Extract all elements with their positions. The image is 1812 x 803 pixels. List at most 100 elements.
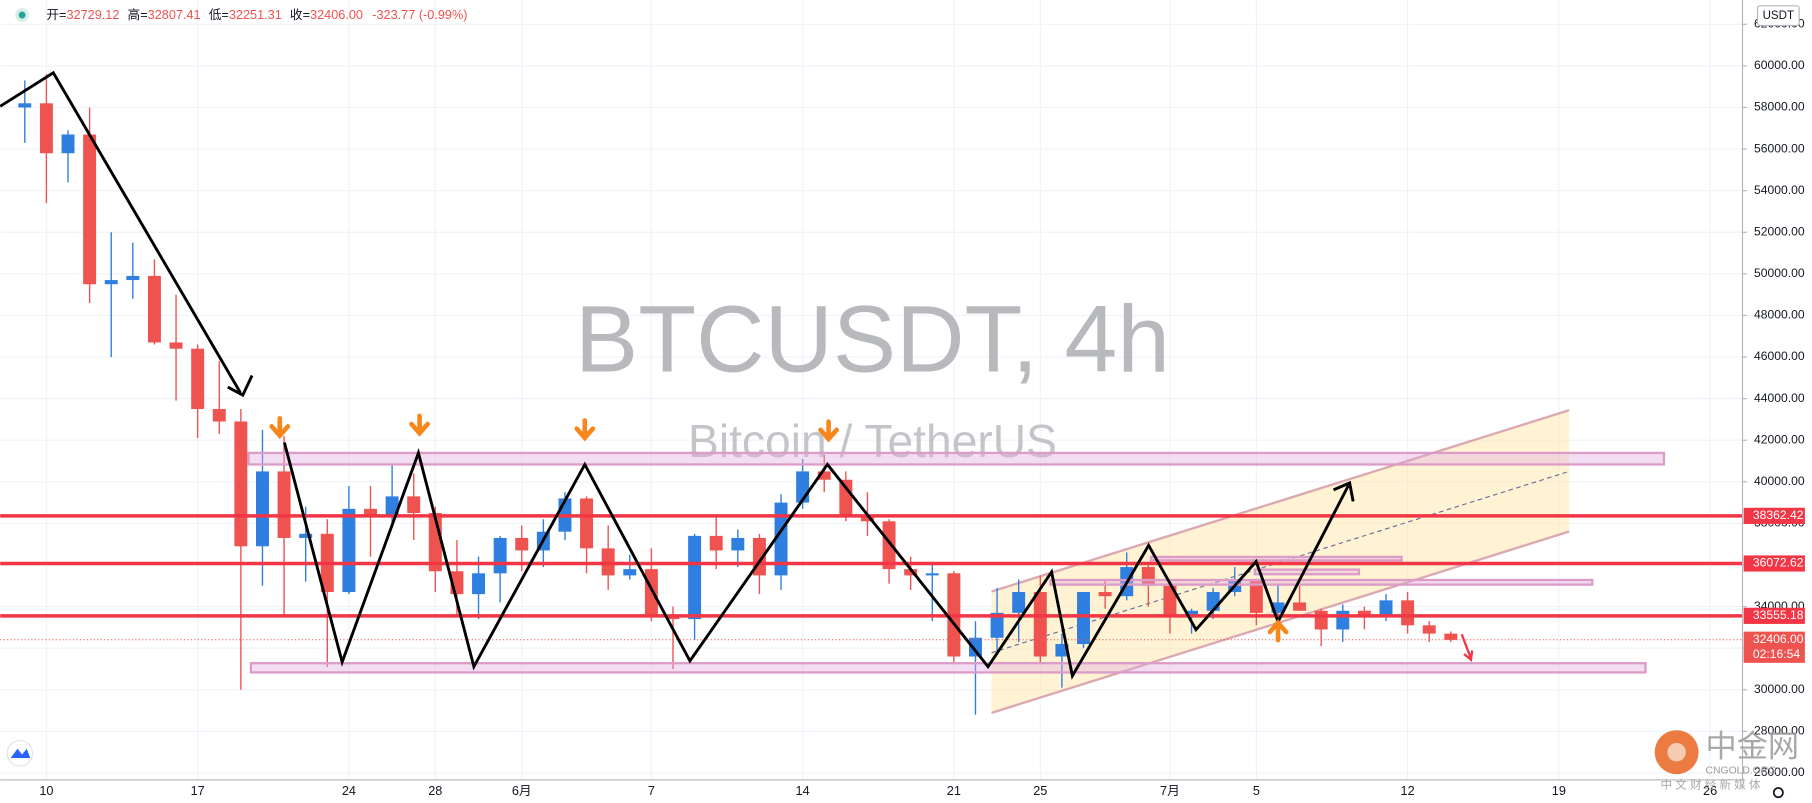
candle-body [1314, 610, 1328, 630]
candle-body [191, 348, 205, 410]
candle-body [39, 103, 53, 154]
candle-body [212, 409, 226, 422]
ohlc-value: 32406.00 [310, 9, 363, 23]
price-line-label-bg [1743, 555, 1805, 572]
candle-body [18, 103, 32, 108]
watermark: BTCUSDT, 4h Bitcoin / TetherUS [575, 287, 1170, 467]
x-tick-label: 21 [947, 784, 961, 798]
x-tick-label: 26 [1703, 784, 1717, 798]
y-tick-label: 40000.00 [1754, 474, 1805, 488]
zigzag-line [283, 442, 1350, 680]
candle-body [709, 535, 723, 551]
candle-body [255, 471, 269, 547]
candle-body [299, 533, 313, 538]
candle-body [860, 517, 874, 522]
orange-arrow [269, 415, 291, 440]
candle-body [61, 134, 75, 154]
candle-body [688, 535, 702, 620]
candle-body [990, 612, 1004, 638]
candle-body [1271, 602, 1285, 613]
candle-body [925, 573, 939, 576]
candle-body [1357, 610, 1371, 617]
y-tick-label: 26000.00 [1754, 765, 1805, 779]
candle-body [234, 421, 248, 547]
y-tick-label: 30000.00 [1754, 682, 1805, 696]
drawings [0, 70, 1666, 680]
logo-slogan: 中 文 财 经 新 媒 体 [1660, 778, 1761, 792]
y-tick-label: 60000.00 [1754, 58, 1805, 72]
candle-body [385, 496, 399, 516]
candle-body [1293, 602, 1307, 611]
candle-body [1012, 592, 1026, 613]
x-tick-label: 5 [1253, 784, 1260, 798]
y-tick-label: 44000.00 [1754, 391, 1805, 405]
candle-body [1336, 610, 1350, 630]
candle-body [1379, 600, 1393, 617]
candle-body [1077, 592, 1090, 645]
candle-body [147, 275, 161, 343]
orange-arrow [409, 413, 430, 437]
candle-body [1033, 592, 1047, 657]
ohlc-change: -323.77 (-0.99%) [372, 9, 467, 23]
currency-box[interactable] [1756, 5, 1800, 26]
y-tick-label: 46000.00 [1754, 349, 1805, 363]
x-tick-label: 28 [428, 784, 442, 798]
last-price-bg [1743, 631, 1805, 663]
candle-body [169, 342, 183, 349]
candle-body [580, 498, 594, 549]
countdown: 02:16:54 [1753, 647, 1800, 661]
x-tick-label: 17 [191, 784, 205, 798]
y-tick-label: 58000.00 [1754, 100, 1805, 114]
candle-body [904, 569, 918, 576]
zone-box [249, 662, 1647, 674]
candle-body [1055, 644, 1069, 657]
candle-body [1444, 633, 1458, 640]
candle-body [817, 471, 831, 480]
watermark-subtitle: Bitcoin / TetherUS [688, 415, 1057, 467]
x-tick-label: 6月 [512, 784, 532, 798]
y-tick-label: 52000.00 [1754, 224, 1805, 238]
header: 开=32729.12 高=32807.41 低=32251.31 收=32406… [15, 5, 1800, 26]
logos: 中金网 CNGOLD.ORG 中 文 财 经 新 媒 体 [6, 729, 1800, 799]
y-tick-label: 50000.00 [1754, 266, 1805, 280]
candle-body [1422, 625, 1436, 634]
arrow-head [1332, 480, 1355, 502]
price-line-label: 33555.18 [1753, 608, 1804, 622]
candles [18, 74, 1458, 715]
x-tick-label: 14 [796, 784, 810, 798]
y-tick-label: 48000.00 [1754, 308, 1805, 322]
cngold-logo-inner [1667, 742, 1686, 762]
price-line-label: 38362.42 [1753, 508, 1804, 522]
x-tick-label: 7 [648, 784, 655, 798]
candle-body [1163, 585, 1177, 617]
candle-body [1206, 592, 1220, 611]
candle-body [839, 479, 853, 518]
candle-body [277, 471, 291, 538]
price-lines [0, 514, 1743, 641]
candle-body [623, 569, 637, 576]
x-tick-label: 19 [1552, 784, 1566, 798]
candle-body [774, 502, 788, 576]
trend-line [0, 70, 242, 394]
watermark-title: BTCUSDT, 4h [575, 287, 1170, 393]
logo-name: 中金网 [1706, 729, 1800, 764]
candle-body [731, 537, 745, 551]
candle-body [126, 275, 140, 281]
x-tick-label: 7月 [1160, 784, 1180, 798]
time-axis-bg [0, 779, 1812, 803]
last-price-label: 32406.00 [1753, 632, 1804, 646]
zone-box [1049, 578, 1594, 586]
logo-site: CNGOLD.ORG [1706, 765, 1777, 776]
candle-body [104, 280, 118, 285]
ohlc-label: 低= [209, 9, 229, 23]
channel-top [991, 409, 1570, 593]
settings-icon[interactable] [1772, 787, 1784, 799]
candle-body [83, 134, 97, 285]
candle-body [882, 521, 896, 570]
orange-arrow [1267, 619, 1289, 643]
price-line-label: 36072.62 [1753, 556, 1804, 570]
candle-body [493, 537, 507, 574]
y-tick-label: 54000.00 [1754, 183, 1805, 197]
